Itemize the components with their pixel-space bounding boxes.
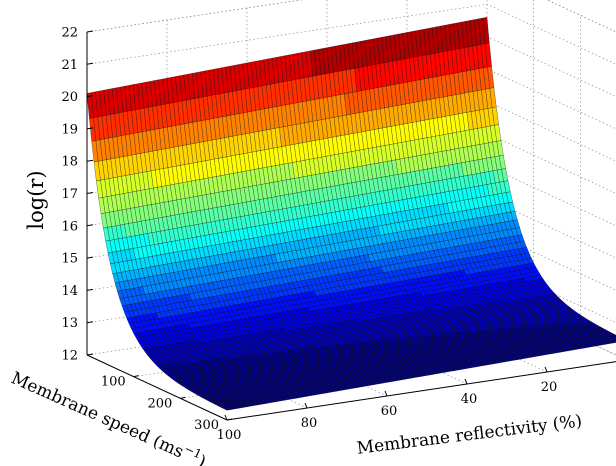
surface-mesh — [86, 17, 616, 411]
grid-line — [86, 0, 616, 33]
grid-line — [86, 0, 616, 33]
